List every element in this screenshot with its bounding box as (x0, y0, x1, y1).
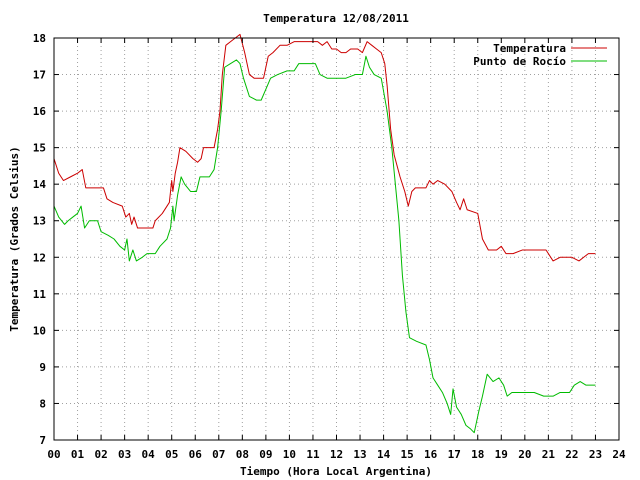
x-tick-label: 09 (259, 448, 272, 461)
legend: Temperatura Punto de Rocío (473, 42, 607, 68)
x-tick-label: 08 (236, 448, 249, 461)
x-tick-label: 21 (542, 448, 556, 461)
y-tick-label: 16 (33, 105, 47, 118)
x-tick-label: 23 (589, 448, 602, 461)
legend-label-punto-de-rocio: Punto de Rocío (473, 55, 566, 68)
x-tick-label: 01 (71, 448, 85, 461)
x-tick-label: 05 (165, 448, 178, 461)
x-tick-label: 02 (94, 448, 107, 461)
y-tick-label: 11 (33, 288, 47, 301)
x-tick-label: 20 (518, 448, 531, 461)
x-tick-label: 12 (330, 448, 343, 461)
x-axis-title: Tiempo (Hora Local Argentina) (240, 465, 432, 478)
y-tick-label: 10 (33, 324, 46, 337)
x-tick-label: 11 (306, 448, 320, 461)
series-lines (53, 33, 596, 434)
x-tick-label: 00 (47, 448, 60, 461)
series-line-temperatura (53, 33, 596, 262)
y-tick-label: 14 (33, 178, 47, 191)
x-tick-label: 18 (471, 448, 484, 461)
y-tick-label: 9 (39, 361, 46, 374)
x-tick-label: 16 (424, 448, 438, 461)
y-tick-label: 7 (39, 434, 46, 447)
y-tick-labels: 7 8 9 10 11 12 13 14 15 16 17 18 (33, 32, 47, 447)
y-tick-label: 15 (33, 142, 46, 155)
x-tick-label: 22 (565, 448, 578, 461)
legend-label-temperatura: Temperatura (493, 42, 566, 55)
series-line-punto-de-rocio (53, 55, 596, 434)
y-tick-label: 17 (33, 69, 46, 82)
y-axis-title: Temperatura (Grados Celsius) (8, 146, 21, 331)
x-tick-label: 07 (212, 448, 225, 461)
x-tick-label: 19 (495, 448, 508, 461)
y-tick-label: 13 (33, 215, 46, 228)
x-tick-label: 24 (612, 448, 626, 461)
x-tick-label: 13 (353, 448, 366, 461)
y-tick-label: 12 (33, 251, 46, 264)
x-tick-label: 10 (283, 448, 296, 461)
x-tick-label: 14 (377, 448, 391, 461)
y-tick-label: 8 (39, 397, 46, 410)
ticks (53, 37, 620, 441)
x-tick-labels: 00 01 02 03 04 05 06 07 08 09 10 11 12 13 14 15 16 17 18 19… (47, 448, 626, 461)
x-tick-label: 17 (448, 448, 461, 461)
x-tick-label: 04 (142, 448, 156, 461)
y-tick-label: 18 (33, 32, 46, 45)
x-tick-label: 03 (118, 448, 131, 461)
grid (54, 38, 619, 440)
x-tick-label: 15 (401, 448, 414, 461)
chart-title: Temperatura 12/08/2011 (263, 12, 409, 25)
x-tick-label: 06 (189, 448, 203, 461)
